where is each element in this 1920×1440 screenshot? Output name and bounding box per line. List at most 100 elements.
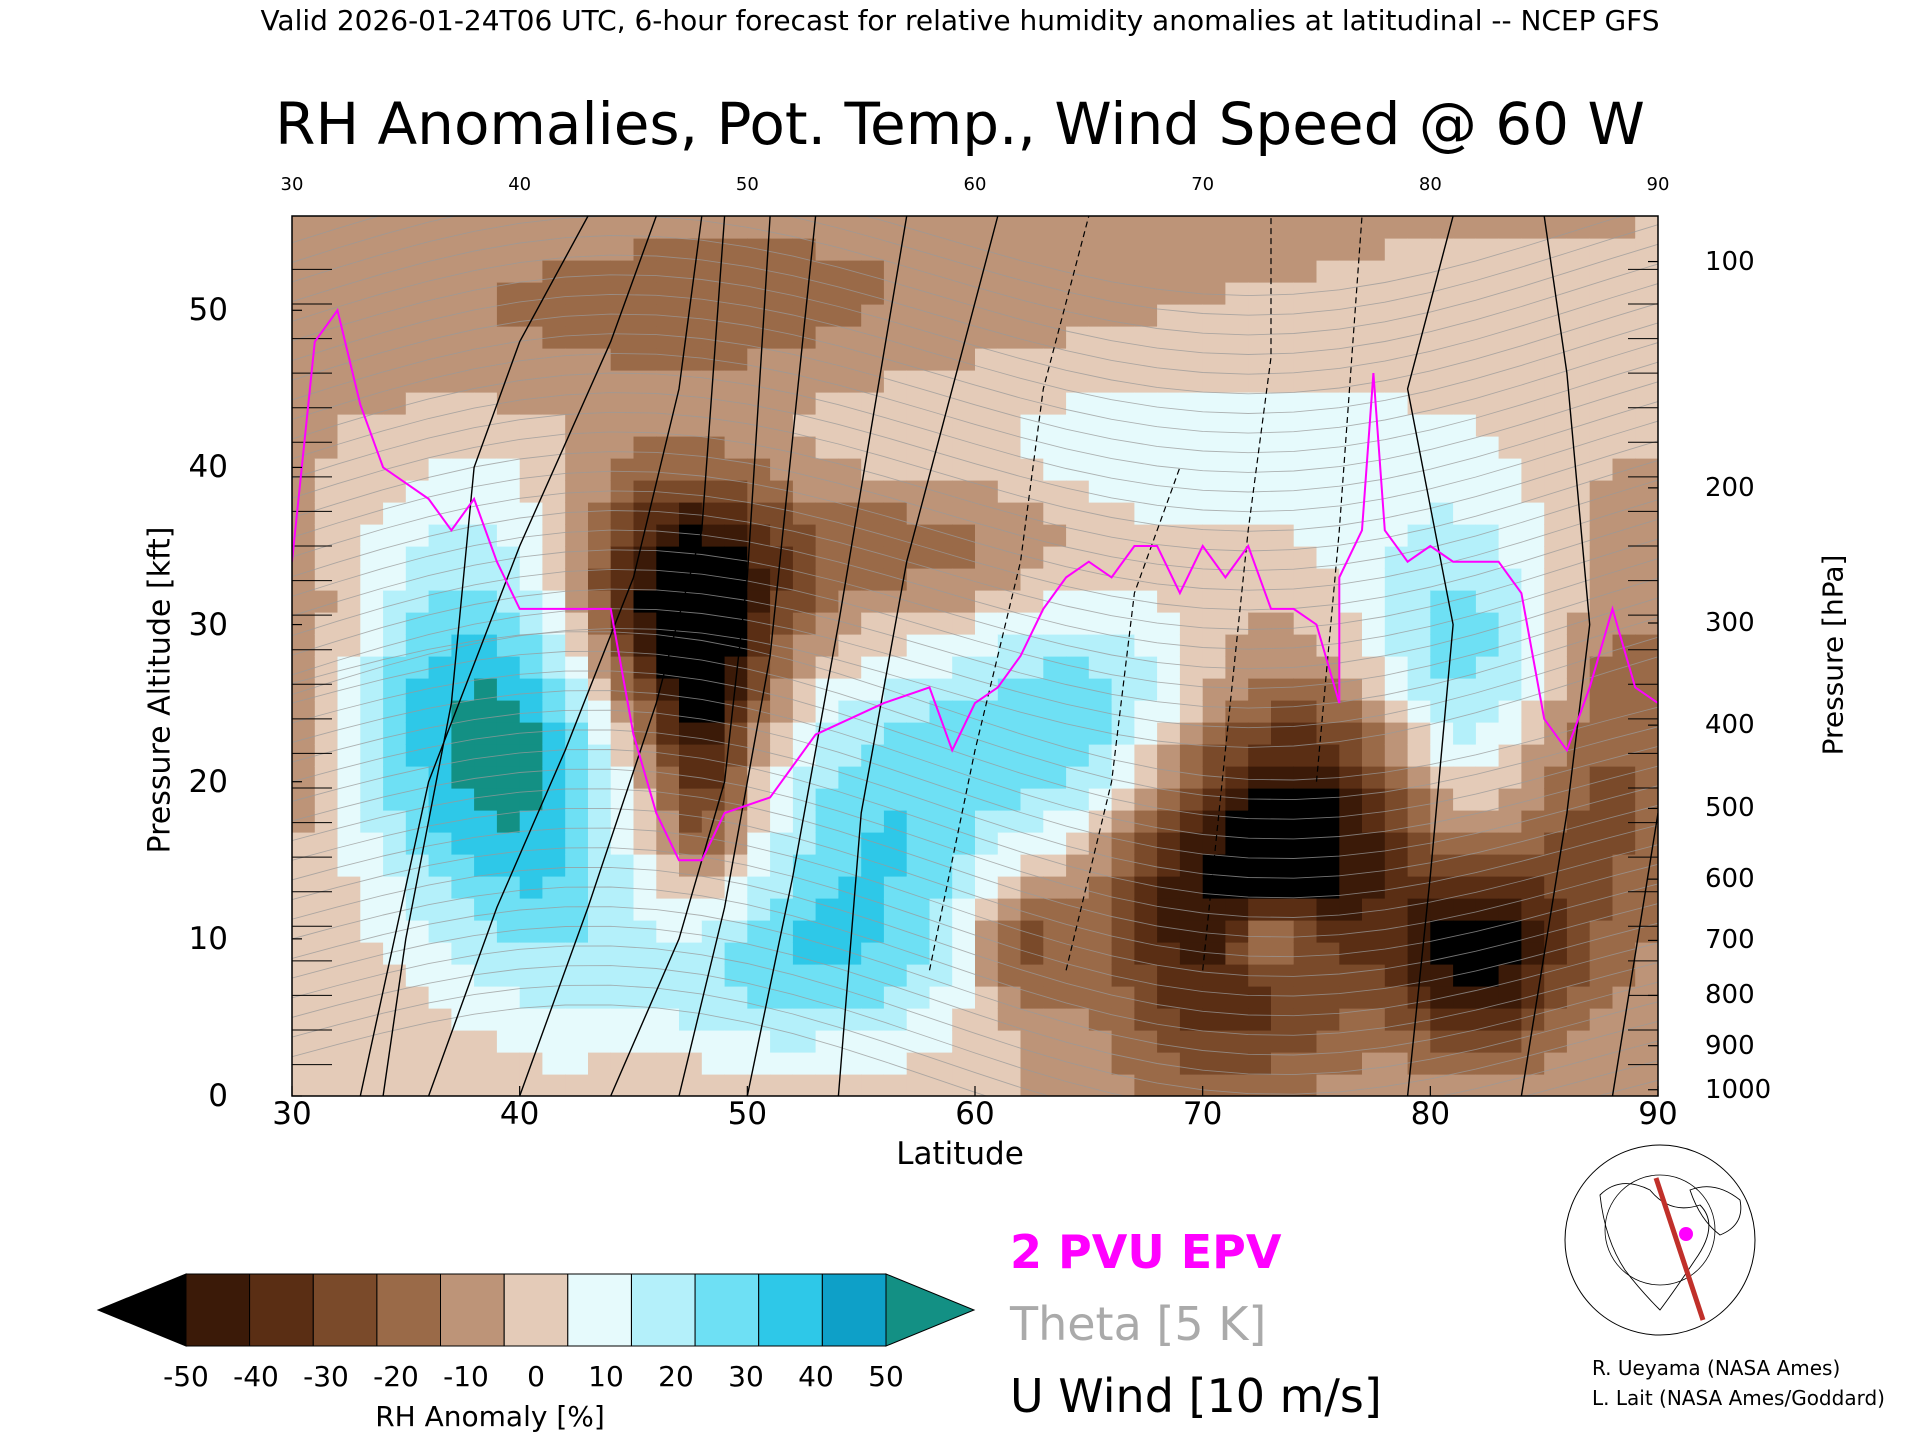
rh-cell	[1635, 722, 1658, 745]
rh-cell	[1430, 502, 1454, 525]
rh-cell	[1362, 590, 1386, 613]
rh-cell	[724, 216, 748, 217]
rh-cell	[997, 304, 1022, 327]
rh-cell	[1612, 392, 1636, 415]
legend-epv: 2 PVU EPV	[1010, 1225, 1282, 1279]
wind-contour	[746, 216, 908, 1096]
rh-cell	[588, 832, 612, 855]
rh-cell	[451, 854, 475, 877]
rh-cell	[496, 458, 521, 481]
rh-cell	[1248, 634, 1272, 657]
rh-cell	[952, 480, 976, 503]
rh-cell	[1407, 678, 1431, 701]
rh-cell	[1635, 260, 1658, 283]
rh-cell	[1316, 986, 1340, 1009]
rh-cell	[1475, 942, 1500, 965]
rh-cell	[792, 480, 817, 503]
rh-cell	[906, 304, 931, 327]
rh-cell	[1521, 502, 1545, 525]
rh-cell	[565, 986, 589, 1009]
rh-cell	[1020, 392, 1044, 415]
rh-cell	[1498, 634, 1522, 657]
rh-cell	[1111, 1008, 1135, 1031]
rh-cell	[1498, 1052, 1522, 1075]
rh-cell	[588, 766, 612, 789]
rh-cell	[428, 942, 452, 965]
rh-cell	[656, 260, 680, 283]
rh-cell	[1498, 678, 1522, 701]
rh-cell	[1566, 1030, 1591, 1053]
rh-cell	[542, 590, 566, 613]
theta-contours	[292, 216, 1658, 1096]
rh-cell	[588, 1008, 612, 1031]
rh-cell	[565, 458, 589, 481]
rh-cell	[1566, 282, 1591, 305]
rh-cell	[1271, 1008, 1295, 1031]
rh-cell	[724, 700, 748, 723]
rh-cell	[1111, 370, 1135, 393]
rh-cell	[1430, 392, 1454, 415]
colorbar-label: RH Anomaly [%]	[375, 1400, 605, 1433]
rh-cell	[633, 282, 657, 305]
rh-cell	[1043, 436, 1067, 459]
rh-cell	[1453, 1074, 1477, 1096]
wind-contour	[610, 216, 771, 1096]
rh-cell	[360, 700, 384, 723]
rh-anomaly-field	[292, 216, 1658, 1096]
rh-cell	[1475, 502, 1500, 525]
rh-cell	[770, 876, 794, 899]
rh-cell	[1066, 1074, 1090, 1096]
rh-cell	[1430, 216, 1454, 239]
rh-cell	[929, 1008, 953, 1031]
rh-cell	[1612, 414, 1636, 437]
rh-cell	[1566, 920, 1591, 943]
rh-cell	[1612, 348, 1636, 371]
rh-cell	[428, 216, 452, 239]
rh-cell	[405, 216, 430, 239]
rh-cell	[724, 1074, 748, 1096]
rh-cell	[1271, 436, 1295, 459]
rh-cell	[747, 502, 771, 525]
rh-cell	[565, 744, 589, 767]
rh-cell	[314, 854, 339, 877]
rh-cell	[1271, 832, 1295, 855]
rh-cell	[861, 414, 885, 437]
rh-cell	[610, 546, 635, 569]
rh-cell	[1498, 590, 1522, 613]
rh-cell	[588, 568, 612, 591]
rh-cell	[1566, 216, 1591, 217]
rh-cell	[451, 1074, 475, 1096]
rh-cell	[1225, 854, 1249, 877]
rh-cell	[883, 766, 908, 789]
rh-cell	[1453, 810, 1477, 833]
rh-cell	[383, 348, 407, 371]
rh-cell	[496, 282, 521, 305]
rh-cell	[1066, 964, 1090, 987]
rh-cell	[1430, 722, 1454, 745]
rh-cell	[747, 854, 771, 877]
rh-cell	[1271, 854, 1295, 877]
rh-cell	[405, 326, 430, 349]
rh-cell	[1544, 986, 1568, 1009]
rh-cell	[405, 282, 430, 305]
rh-cell	[451, 590, 475, 613]
rh-cell	[1179, 216, 1204, 217]
rh-cell	[1498, 612, 1522, 635]
rh-cell	[679, 766, 703, 789]
rh-cell	[1020, 1052, 1044, 1075]
rh-cell	[952, 986, 976, 1009]
rh-cell	[1544, 1008, 1568, 1031]
rh-cell	[1225, 260, 1249, 283]
rh-cell	[1453, 744, 1477, 767]
rh-cell	[1612, 986, 1636, 1009]
rh-cell	[451, 326, 475, 349]
rh-cell	[792, 216, 817, 217]
rh-cell	[1589, 700, 1614, 723]
rh-cell	[1407, 964, 1431, 987]
rh-cell	[1475, 612, 1500, 635]
rh-cell	[1339, 238, 1363, 261]
rh-cell	[474, 436, 498, 459]
rh-cell	[1088, 436, 1113, 459]
pressure-tick-label: 400	[1705, 710, 1755, 741]
